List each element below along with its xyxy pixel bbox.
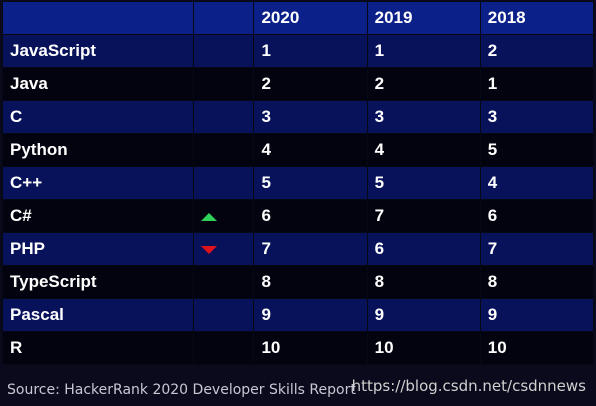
- table-row: Pascal 9 9 9: [2, 298, 595, 332]
- rank-2018-cell: 10: [479, 331, 595, 365]
- language-cell: C#: [2, 199, 194, 233]
- rank-2019-cell: 4: [366, 133, 481, 167]
- header-2018: 2018: [479, 1, 595, 35]
- table-row: JavaScript 1 1 2: [2, 34, 595, 68]
- rank-2020-cell: 5: [253, 166, 368, 200]
- rank-2020-cell: 4: [253, 133, 368, 167]
- table-row: C++ 5 5 4: [2, 166, 595, 200]
- language-cell: Python: [2, 133, 194, 167]
- trend-cell: [192, 199, 255, 233]
- rank-2020-cell: 8: [253, 265, 368, 299]
- rank-2018-cell: 3: [479, 100, 595, 134]
- language-cell: PHP: [2, 232, 194, 266]
- rank-2018-cell: 8: [479, 265, 595, 299]
- language-ranking-table: 2020 2019 2018 JavaScript 1 1 2 Java 2 2 1 C 3 3 3 P…: [2, 1, 595, 365]
- rank-2019-cell: 2: [366, 67, 481, 101]
- table-row: R 10 10 10: [2, 331, 595, 365]
- triangle-up-icon: [200, 212, 217, 221]
- header-row: 2020 2019 2018: [2, 1, 595, 35]
- triangle-down-icon: [200, 245, 217, 254]
- language-cell: C: [2, 100, 194, 134]
- trend-cell: [192, 133, 255, 167]
- header-2019: 2019: [366, 1, 481, 35]
- table-row: C# 6 7 6: [2, 199, 595, 233]
- watermark-url: https://blog.csdn.net/csdnnews: [351, 377, 586, 395]
- rank-2020-cell: 10: [253, 331, 368, 365]
- rank-2020-cell: 2: [253, 67, 368, 101]
- rank-2020-cell: 3: [253, 100, 368, 134]
- rank-2019-cell: 7: [366, 199, 481, 233]
- language-cell: Pascal: [2, 298, 194, 332]
- rank-2018-cell: 5: [479, 133, 595, 167]
- trend-cell: [192, 265, 255, 299]
- header-2020: 2020: [253, 1, 368, 35]
- source-caption: Source: HackerRank 2020 Developer Skills…: [7, 382, 356, 398]
- rank-2020-cell: 1: [253, 34, 368, 68]
- trend-cell: [192, 232, 255, 266]
- rank-2020-cell: 7: [253, 232, 368, 266]
- trend-cell: [192, 298, 255, 332]
- table-row: TypeScript 8 8 8: [2, 265, 595, 299]
- language-cell: TypeScript: [2, 265, 194, 299]
- trend-cell: [192, 34, 255, 68]
- trend-cell: [192, 331, 255, 365]
- rank-2018-cell: 4: [479, 166, 595, 200]
- rank-2018-cell: 1: [479, 67, 595, 101]
- language-cell: JavaScript: [2, 34, 194, 68]
- rank-2019-cell: 5: [366, 166, 481, 200]
- table-row: Java 2 2 1: [2, 67, 595, 101]
- rank-2018-cell: 6: [479, 199, 595, 233]
- rank-2018-cell: 9: [479, 298, 595, 332]
- rank-2019-cell: 3: [366, 100, 481, 134]
- rank-2020-cell: 9: [253, 298, 368, 332]
- rank-2019-cell: 8: [366, 265, 481, 299]
- rank-2020-cell: 6: [253, 199, 368, 233]
- trend-cell: [192, 67, 255, 101]
- header-trend: [192, 1, 255, 35]
- language-cell: Java: [2, 67, 194, 101]
- trend-cell: [192, 166, 255, 200]
- rank-2019-cell: 10: [366, 331, 481, 365]
- rank-2018-cell: 7: [479, 232, 595, 266]
- rank-2019-cell: 9: [366, 298, 481, 332]
- rank-2019-cell: 6: [366, 232, 481, 266]
- table-row: Python 4 4 5: [2, 133, 595, 167]
- header-language: [2, 1, 194, 35]
- rank-2018-cell: 2: [479, 34, 595, 68]
- rank-2019-cell: 1: [366, 34, 481, 68]
- table-row: PHP 7 6 7: [2, 232, 595, 266]
- language-cell: C++: [2, 166, 194, 200]
- language-cell: R: [2, 331, 194, 365]
- trend-cell: [192, 100, 255, 134]
